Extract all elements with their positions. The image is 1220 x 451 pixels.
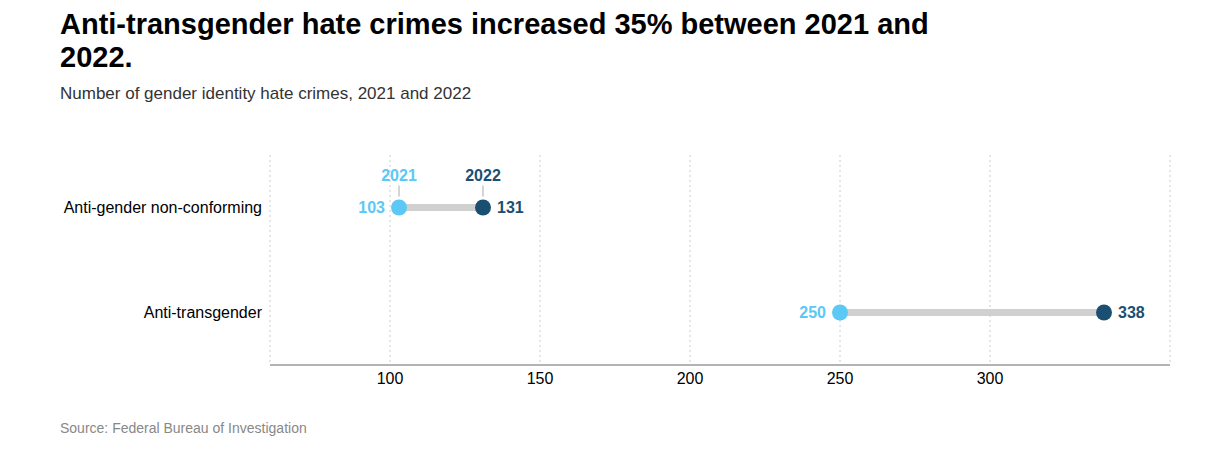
svg-text:Anti-transgender: Anti-transgender (144, 304, 263, 321)
html-text:Anti-transgender hate crimes i: Anti-transgender hate crimes increased 3… (60, 8, 929, 74)
svg-text:200: 200 (677, 370, 704, 387)
svg-text:Anti-gender non-conforming: Anti-gender non-conforming (64, 199, 262, 216)
svg-text:250: 250 (799, 304, 826, 321)
svg-text:300: 300 (977, 370, 1004, 387)
svg-text:2022: 2022 (465, 167, 501, 184)
svg-text:131: 131 (497, 199, 524, 216)
svg-text:338: 338 (1118, 304, 1145, 321)
html-text:Source: Federal Bureau of Inve: Source: Federal Bureau of Investigation (60, 420, 307, 436)
svg-text:150: 150 (527, 370, 554, 387)
svg-text:2021: 2021 (381, 167, 417, 184)
svg-text:103: 103 (358, 199, 385, 216)
html-text:Number of gender identity hate: Number of gender identity hate crimes, 2… (60, 84, 472, 103)
svg-text:100: 100 (377, 370, 404, 387)
svg-text:250: 250 (827, 370, 854, 387)
